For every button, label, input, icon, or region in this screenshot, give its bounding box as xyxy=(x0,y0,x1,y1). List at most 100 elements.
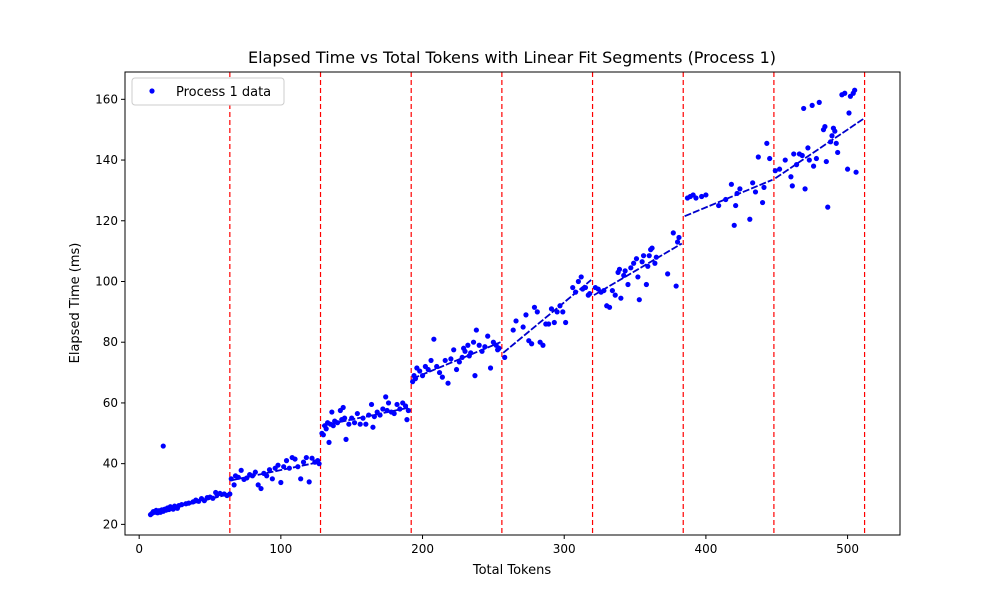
data-point xyxy=(412,376,419,382)
data-point xyxy=(405,407,411,414)
data-point xyxy=(370,424,376,430)
data-point xyxy=(456,359,462,365)
data-point xyxy=(487,365,494,371)
data-point xyxy=(448,356,454,362)
data-point xyxy=(665,271,671,277)
y-tick-label: 60 xyxy=(103,396,118,410)
data-point xyxy=(737,186,743,192)
fit-segment-line xyxy=(412,341,501,380)
data-point xyxy=(502,354,508,360)
data-point xyxy=(275,462,281,468)
legend-label: Process 1 data xyxy=(176,85,271,100)
data-point xyxy=(575,278,581,285)
data-point xyxy=(298,476,304,482)
data-point xyxy=(391,410,397,417)
data-point xyxy=(476,342,482,348)
x-tick-label: 100 xyxy=(269,542,292,556)
data-point xyxy=(609,287,615,294)
data-point xyxy=(776,166,783,172)
data-point xyxy=(832,128,838,134)
legend-box xyxy=(131,77,285,106)
data-point xyxy=(394,401,400,408)
data-point xyxy=(255,482,261,488)
data-point xyxy=(485,333,491,339)
y-tick-label: 100 xyxy=(95,274,118,288)
y-tick-label: 40 xyxy=(103,457,118,471)
x-tick-label: 500 xyxy=(836,542,859,556)
data-point xyxy=(540,342,546,348)
data-point xyxy=(349,415,355,421)
chart-title: Elapsed Time vs Total Tokens with Linear… xyxy=(248,48,776,67)
data-point xyxy=(513,318,519,324)
data-point xyxy=(360,415,366,421)
data-point xyxy=(445,380,451,386)
data-point xyxy=(470,339,477,345)
data-point xyxy=(631,260,637,266)
legend-marker xyxy=(149,88,155,94)
data-point xyxy=(520,324,526,330)
data-point xyxy=(676,234,682,241)
data-point xyxy=(759,199,766,206)
data-point xyxy=(278,479,284,486)
data-point xyxy=(179,502,185,508)
data-point xyxy=(782,157,788,163)
data-point xyxy=(618,295,624,301)
data-point xyxy=(633,256,640,262)
data-point xyxy=(731,222,737,228)
data-point xyxy=(428,357,434,364)
data-point xyxy=(640,253,647,259)
data-point xyxy=(453,366,460,373)
data-point xyxy=(269,476,275,482)
data-point xyxy=(734,190,740,197)
data-point xyxy=(473,327,479,333)
data-point xyxy=(846,110,852,116)
data-point xyxy=(809,102,815,108)
data-point xyxy=(546,321,552,327)
data-point xyxy=(431,336,437,342)
data-point xyxy=(673,283,679,289)
data-point xyxy=(380,406,386,412)
data-point xyxy=(210,495,216,501)
x-axis-label: Total Tokens xyxy=(472,563,551,578)
data-point xyxy=(674,239,681,245)
data-point xyxy=(283,458,290,464)
y-axis-label: Elapsed Time (ms) xyxy=(68,243,83,364)
data-point xyxy=(810,163,817,169)
data-point xyxy=(852,87,858,93)
data-point xyxy=(616,266,623,272)
x-tick-label: 400 xyxy=(694,542,717,556)
plot-frame xyxy=(124,71,901,536)
data-point xyxy=(844,166,851,172)
data-point xyxy=(621,272,627,279)
fit-segment-line xyxy=(684,178,773,218)
data-point xyxy=(385,400,392,406)
data-point xyxy=(551,319,557,326)
data-point xyxy=(334,420,341,426)
data-point xyxy=(635,274,641,280)
data-point xyxy=(306,479,312,485)
data-point xyxy=(300,459,307,465)
data-point xyxy=(529,341,535,347)
data-point xyxy=(805,145,811,151)
data-point xyxy=(649,245,655,251)
data-point xyxy=(622,268,628,274)
data-point xyxy=(761,184,767,190)
data-point xyxy=(434,363,440,370)
data-point xyxy=(835,149,841,156)
y-tick-label: 140 xyxy=(95,153,118,167)
data-point xyxy=(292,456,298,462)
data-point xyxy=(548,306,555,312)
data-point xyxy=(531,304,538,310)
data-point xyxy=(266,467,273,473)
data-point xyxy=(472,373,478,379)
data-point xyxy=(323,426,329,432)
data-point xyxy=(377,412,383,418)
data-point xyxy=(793,162,800,168)
data-point xyxy=(217,490,223,497)
data-point xyxy=(752,189,759,195)
data-point xyxy=(572,289,579,295)
data-point xyxy=(813,155,820,162)
data-point xyxy=(329,409,335,415)
data-point xyxy=(479,348,485,354)
